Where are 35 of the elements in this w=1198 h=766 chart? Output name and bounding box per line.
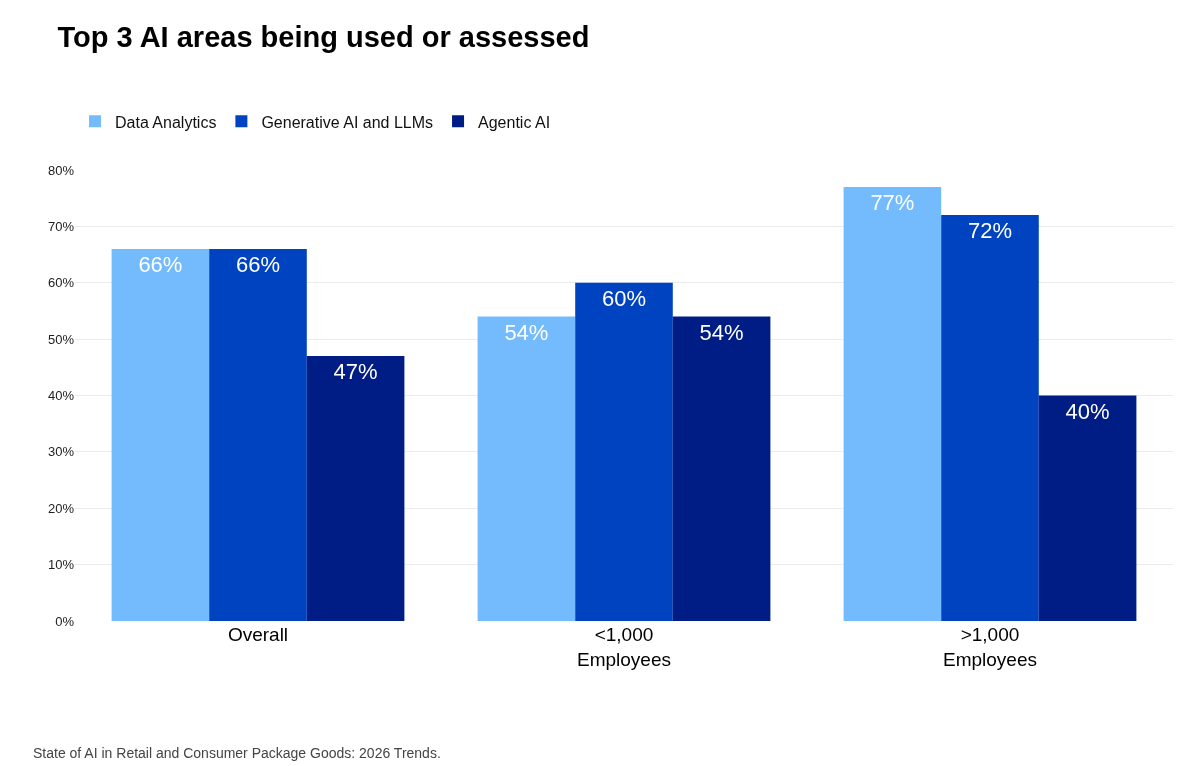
data-label: 66%: [235, 251, 281, 277]
data-label: 72%: [967, 218, 1013, 244]
data-label: 54%: [699, 319, 744, 345]
bar: [941, 215, 1039, 621]
data-label: 54%: [504, 319, 549, 345]
data-label: 47%: [333, 359, 378, 385]
bar: [1038, 395, 1137, 621]
y-tick-label: 60%: [47, 275, 75, 291]
data-label: 60%: [601, 285, 647, 311]
legend-label: Data Analytics: [115, 113, 217, 131]
legend-label: Agentic AI: [478, 113, 551, 131]
y-tick-label: 50%: [47, 331, 75, 347]
bar: [111, 248, 210, 621]
text: State of AI in Retail and Consumer Package Goods: 2026 Trends.: [33, 745, 441, 761]
bar: [209, 248, 307, 621]
y-tick-label: 80%: [47, 162, 75, 178]
bar: [477, 316, 576, 621]
y-tick-label: 20%: [47, 500, 75, 516]
data-label: 40%: [1065, 398, 1110, 424]
chart-title: Top 3 AI areas being used or assessed: [57, 21, 590, 54]
bar: [575, 282, 673, 621]
y-tick-label: 0%: [55, 613, 75, 629]
y-tick-label: 70%: [47, 218, 75, 234]
data-label: 77%: [870, 189, 915, 215]
bar: [843, 186, 942, 621]
bar: [672, 316, 771, 621]
x-tick-label: Overall: [227, 624, 289, 645]
legend-label: Generative AI and LLMs: [261, 113, 434, 131]
y-tick-label: 10%: [47, 557, 75, 573]
data-label: 66%: [138, 251, 183, 277]
y-tick-label: 30%: [47, 444, 75, 460]
x-tick-label: <1,000 Employees: [577, 624, 671, 670]
bar: [306, 356, 405, 621]
y-tick-label: 40%: [47, 388, 75, 404]
x-tick-label: >1,000 Employees: [943, 624, 1037, 670]
